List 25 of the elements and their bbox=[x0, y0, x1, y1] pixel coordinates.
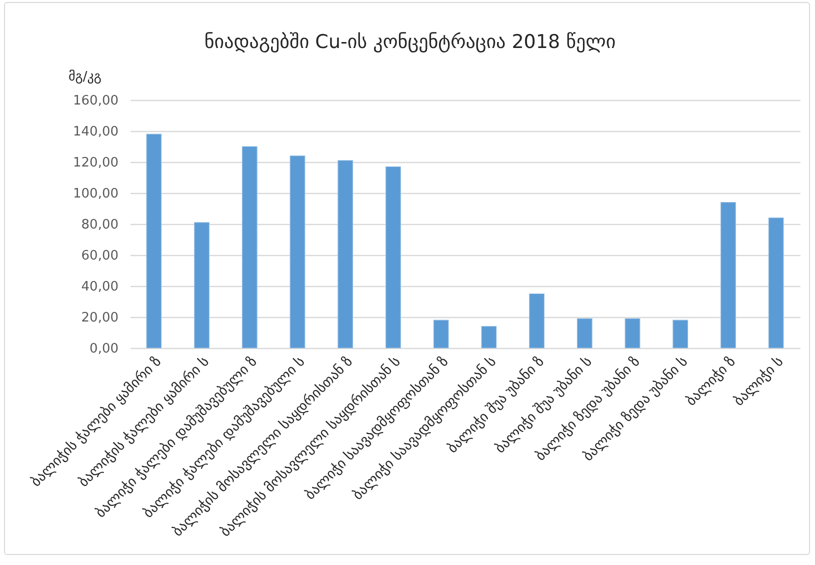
bar bbox=[624, 318, 640, 348]
y-tick-label: 60,00 bbox=[81, 248, 118, 264]
bar bbox=[576, 318, 592, 348]
y-tick-label: 160,00 bbox=[73, 94, 118, 108]
y-tick-label: 40,00 bbox=[81, 280, 118, 294]
y-tick-label: 0,00 bbox=[90, 342, 118, 356]
bar bbox=[385, 166, 401, 348]
bar bbox=[433, 320, 449, 348]
y-tick-label: 20,00 bbox=[81, 310, 118, 326]
bar bbox=[194, 222, 210, 348]
bar bbox=[529, 293, 545, 348]
bar bbox=[242, 146, 258, 348]
chart-title: ნიადაგებში Cu-ის კონცენტრაცია 2018 წელი bbox=[204, 31, 616, 53]
y-tick-label: 120,00 bbox=[73, 156, 118, 170]
bar bbox=[146, 134, 162, 348]
bar bbox=[481, 326, 497, 348]
bar bbox=[672, 320, 688, 348]
bar bbox=[338, 160, 354, 348]
bar bbox=[768, 218, 784, 348]
y-axis-title: მგ/კგ bbox=[68, 70, 102, 84]
bar bbox=[290, 156, 306, 348]
y-tick-label: 100,00 bbox=[73, 186, 118, 202]
y-tick-label: 80,00 bbox=[81, 218, 118, 232]
bar bbox=[720, 202, 736, 348]
y-tick-label: 140,00 bbox=[73, 124, 118, 140]
